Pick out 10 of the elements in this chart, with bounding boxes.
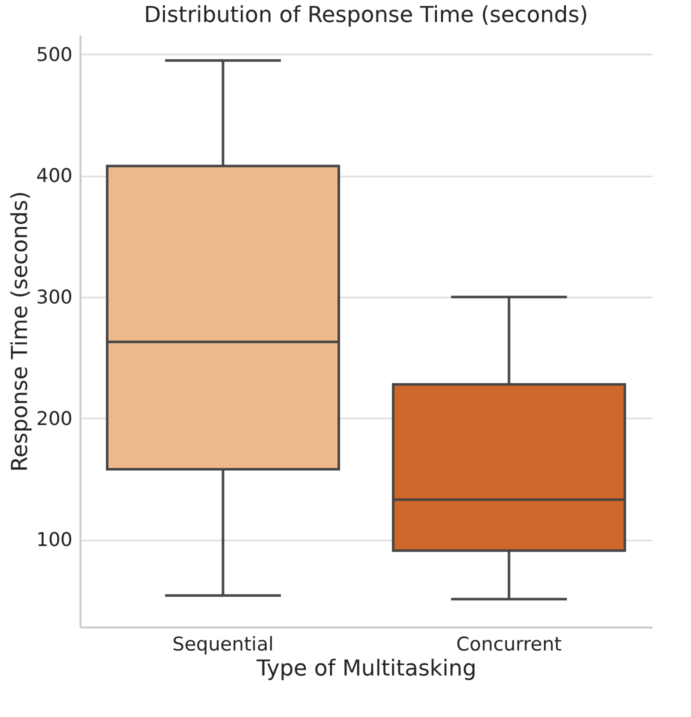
y-tick-label: 300 <box>36 286 72 309</box>
y-axis-title: Response Time (seconds) <box>8 191 34 472</box>
x-tick-label: Sequential <box>172 634 274 656</box>
y-tick-label: 100 <box>36 529 72 552</box>
x-axis-title: Type of Multitasking <box>256 656 476 682</box>
x-tick-label: Concurrent <box>456 634 562 656</box>
y-tick-label: 400 <box>36 165 72 188</box>
y-tick-label: 200 <box>36 408 72 430</box>
y-tick-label: 500 <box>36 44 72 66</box>
chart-title: Distribution of Response Time (seconds) <box>144 3 588 28</box>
